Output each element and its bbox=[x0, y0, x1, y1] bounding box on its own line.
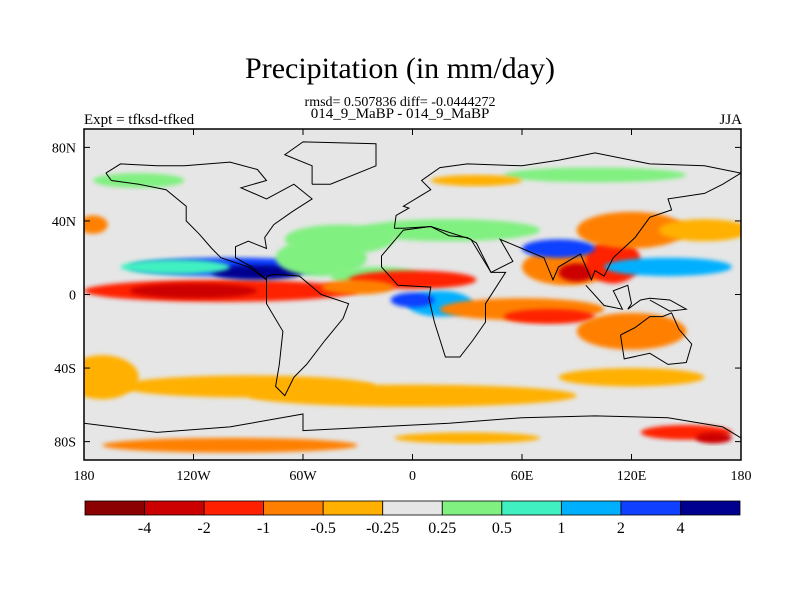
experiment-label: Expt = tfksd-tfked bbox=[84, 112, 195, 128]
colorbar-swatch bbox=[144, 500, 205, 516]
anomaly-region-21 bbox=[503, 167, 687, 183]
y-axis: 80N 40N 0 40S 80S bbox=[52, 141, 741, 451]
colorbar-label: 2 bbox=[617, 520, 625, 537]
anomaly-region-18 bbox=[604, 257, 732, 277]
colorbar-label: -1 bbox=[257, 520, 270, 537]
y-tick-label: 80N bbox=[52, 141, 76, 156]
coastline-0 bbox=[105, 161, 313, 281]
colorbar-label: 0.5 bbox=[492, 520, 512, 537]
anomaly-region-27 bbox=[558, 368, 705, 387]
y-tick-label: 40N bbox=[52, 215, 76, 230]
anomaly-region-9 bbox=[321, 279, 395, 295]
colorbar-label: 4 bbox=[676, 520, 684, 537]
coastline-1 bbox=[266, 273, 350, 397]
x-tick-label: 120E bbox=[617, 469, 647, 484]
y-tick-label: 0 bbox=[69, 289, 76, 304]
colorbar: -4 -2 -1 -0.5 -0.25 0.25 0.5 1 2 4 bbox=[84, 500, 741, 537]
season-label: JJA bbox=[719, 112, 742, 128]
y-tick-label: 80S bbox=[54, 436, 76, 451]
coastline-4 bbox=[620, 312, 693, 365]
chart-subtitle: 014_9_MaBP - 014_9_MaBP bbox=[310, 106, 490, 122]
anomaly-region-13 bbox=[503, 309, 595, 324]
x-tick-label: 0 bbox=[409, 469, 416, 484]
colorbar-label: -0.5 bbox=[311, 520, 336, 537]
colorbar-swatch bbox=[84, 500, 145, 516]
anomaly-region-28 bbox=[102, 437, 358, 453]
anomaly-region-4 bbox=[120, 259, 230, 275]
anomaly-region-33 bbox=[522, 239, 595, 258]
anomaly-region-29 bbox=[394, 432, 541, 444]
colorbar-swatch bbox=[382, 500, 443, 516]
colorbar-swatch bbox=[620, 500, 681, 516]
x-tick-label: 60W bbox=[289, 469, 317, 484]
colorbar-label: 1 bbox=[557, 520, 565, 537]
anomaly-region-22 bbox=[93, 173, 185, 188]
anomaly-region-1 bbox=[129, 283, 258, 299]
x-axis: 180 120W 60W 0 60E 120E 180 bbox=[74, 129, 752, 484]
anomaly-region-24 bbox=[430, 174, 522, 187]
stats-line: rmsd= 0.507836 diff= -0.0444272 bbox=[304, 95, 496, 110]
anomaly-region-20 bbox=[357, 219, 541, 242]
anomaly-region-26 bbox=[248, 384, 577, 407]
colorbar-swatch bbox=[501, 500, 562, 516]
x-tick-label: 120W bbox=[176, 469, 211, 484]
x-tick-label: 60E bbox=[511, 469, 534, 484]
chart-title: Precipitation (in mm/day) bbox=[245, 52, 555, 85]
coastline-7 bbox=[585, 284, 688, 312]
coastline-3 bbox=[381, 225, 507, 358]
x-tick-label: 180 bbox=[74, 469, 95, 484]
anomaly-region-17 bbox=[576, 211, 687, 249]
coastline-5 bbox=[84, 413, 741, 460]
colorbar-swatch bbox=[203, 500, 265, 516]
y-tick-label: 40S bbox=[54, 362, 76, 377]
coastline-2 bbox=[393, 152, 741, 282]
anomaly-region-31 bbox=[695, 432, 732, 444]
anomaly-region-32 bbox=[576, 312, 687, 350]
anomaly-region-3 bbox=[211, 265, 303, 280]
anomaly-region-34 bbox=[84, 355, 139, 400]
colorbar-swatch bbox=[263, 500, 324, 516]
anomaly-region-19 bbox=[658, 219, 741, 242]
x-tick-label: 180 bbox=[731, 469, 752, 484]
colorbar-swatch bbox=[322, 500, 384, 516]
coastlines bbox=[84, 141, 741, 460]
anomaly-region-11 bbox=[390, 292, 435, 308]
colorbar-swatch bbox=[560, 500, 622, 516]
colorbar-swatch bbox=[441, 500, 503, 516]
colorbar-label: -2 bbox=[197, 520, 210, 537]
coastline-6 bbox=[283, 141, 377, 185]
colorbar-label: 0.25 bbox=[428, 520, 456, 537]
colorbar-label: -4 bbox=[138, 520, 151, 537]
anomaly-region-23 bbox=[84, 215, 108, 234]
anomaly-regions bbox=[84, 167, 741, 453]
colorbar-label: -0.25 bbox=[366, 520, 399, 537]
colorbar-swatch bbox=[680, 500, 741, 516]
